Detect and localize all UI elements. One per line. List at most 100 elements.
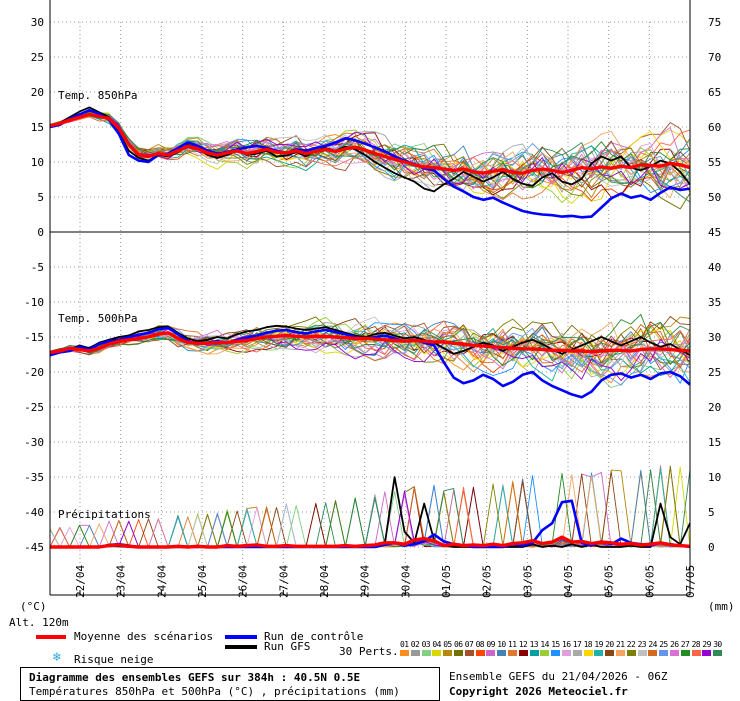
pert-number-15: 15 [551,640,560,649]
pert-number-29: 29 [702,640,711,649]
pert-number-11: 11 [508,640,517,649]
pert-swatch-28 [691,650,701,656]
date-tick-label: 05/05 [603,565,616,598]
date-tick-label: 28/04 [318,565,331,598]
right-tick-label: 75 [708,16,721,29]
left-tick-label: -15 [24,331,44,344]
right-tick-label: 15 [708,436,721,449]
left-tick-label: -25 [24,401,44,414]
legend-mean-swatch [36,635,66,639]
right-tick-label: 45 [708,226,721,239]
pert-number-14: 14 [540,640,549,649]
pert-swatch-16 [562,650,571,656]
pert-swatch-04 [432,650,442,656]
pert-number-03: 03 [421,640,431,649]
pert-swatch-02 [410,650,420,656]
date-tick-label: 06/05 [643,565,656,598]
right-tick-label: 10 [708,471,721,484]
left-tick-label: 5 [37,191,44,204]
right-tick-label: 0 [708,541,715,554]
t500-gfs-line [49,324,691,356]
panel-label-t850: Temp. 850hPa [58,89,137,102]
right-unit: (mm) [708,600,735,613]
pert-swatch-08 [475,650,485,656]
axes [49,0,691,596]
t850-control-line [49,108,691,219]
pert-swatch-20 [605,650,615,656]
pert-swatch-23 [637,650,647,656]
right-tick-label: 30 [708,331,721,344]
footer-copyright: Copyright 2026 Meteociel.fr [449,685,628,698]
pert-number-13: 13 [529,640,539,649]
pert-number-20: 20 [605,640,614,649]
pert-swatch-03 [421,650,431,656]
legend-snow-label: Risque neige [74,653,154,666]
date-tick-label: 01/05 [440,565,453,598]
highlight-lines [49,106,691,549]
pert-number-19: 19 [594,640,603,649]
panel-label-precip: Précipitations [58,508,151,521]
date-tick-label: 24/04 [155,565,168,598]
date-tick-label: 07/05 [684,565,697,598]
pert-number-25: 25 [659,640,668,649]
pert-number-21: 21 [616,640,625,649]
pert-swatch-29 [702,650,712,656]
left-unit: (°C) [20,600,47,613]
pert-swatch-01 [400,650,409,656]
t850-pert-line-25 [49,113,691,187]
left-tick-label: -5 [31,261,44,274]
right-tick-label: 40 [708,261,721,274]
pert-number-22: 22 [626,640,636,649]
date-tick-label: 04/05 [562,565,575,598]
date-tick-label: 29/04 [359,565,372,598]
right-tick-label: 60 [708,121,721,134]
right-tick-label: 70 [708,51,721,64]
pert-swatch-06 [454,650,463,656]
t500-pert-line-15 [49,322,691,384]
legend-perts-label: 30 Perts. [339,645,399,658]
date-tick-label: 25/04 [196,565,209,598]
left-tick-label: 30 [31,16,44,29]
pert-swatch-27 [680,650,690,656]
pert-swatch-22 [626,650,636,656]
pert-swatch-17 [572,650,582,656]
t500-mean-line [49,331,691,355]
legend-mean-label: Moyenne des scénarios [74,630,214,643]
pert-number-05: 05 [443,640,452,649]
right-tick-label: 50 [708,191,721,204]
pert-swatch-12 [518,650,528,656]
left-tick-label: -10 [24,296,44,309]
t500-pert-line-28 [49,320,691,373]
pert-number-27: 27 [680,640,690,649]
pert-number-09: 09 [486,640,495,649]
pert-swatch-30 [713,650,723,656]
footer-title-box: Diagramme des ensembles GEFS sur 384h : … [20,667,440,701]
date-tick-label: 23/04 [115,565,128,598]
pert-number-06: 06 [454,640,463,649]
left-tick-label: 25 [31,51,44,64]
footer-title: Diagramme des ensembles GEFS sur 384h : … [29,671,361,684]
right-tick-label: 55 [708,156,721,169]
legend-gfs-swatch [225,645,257,649]
t850-mean-line [49,112,691,175]
pert-number-28: 28 [691,640,701,649]
left-tick-label: -35 [24,471,44,484]
pert-number-10: 10 [497,640,506,649]
footer-subtitle: Températures 850hPa et 500hPa (°C) , pré… [29,685,400,698]
right-tick-label: 5 [708,506,715,519]
pert-number-01: 01 [400,640,409,649]
precip-pert-line-7 [50,465,691,548]
pert-swatch-05 [443,650,453,656]
altitude-label: Alt. 120m [9,616,69,629]
footer-run: Ensemble GEFS du 21/04/2026 - 06Z [449,670,668,683]
pert-number-08: 08 [475,640,485,649]
pert-number-24: 24 [648,640,657,649]
pert-number-23: 23 [637,640,647,649]
pert-swatch-10 [497,650,507,656]
pert-number-04: 04 [432,640,441,649]
pert-swatch-13 [529,650,539,656]
pert-number-18: 18 [583,640,593,649]
pert-number-02: 02 [410,640,420,649]
legend-gfs-label: Run GFS [264,640,311,653]
right-tick-label: 20 [708,401,721,414]
